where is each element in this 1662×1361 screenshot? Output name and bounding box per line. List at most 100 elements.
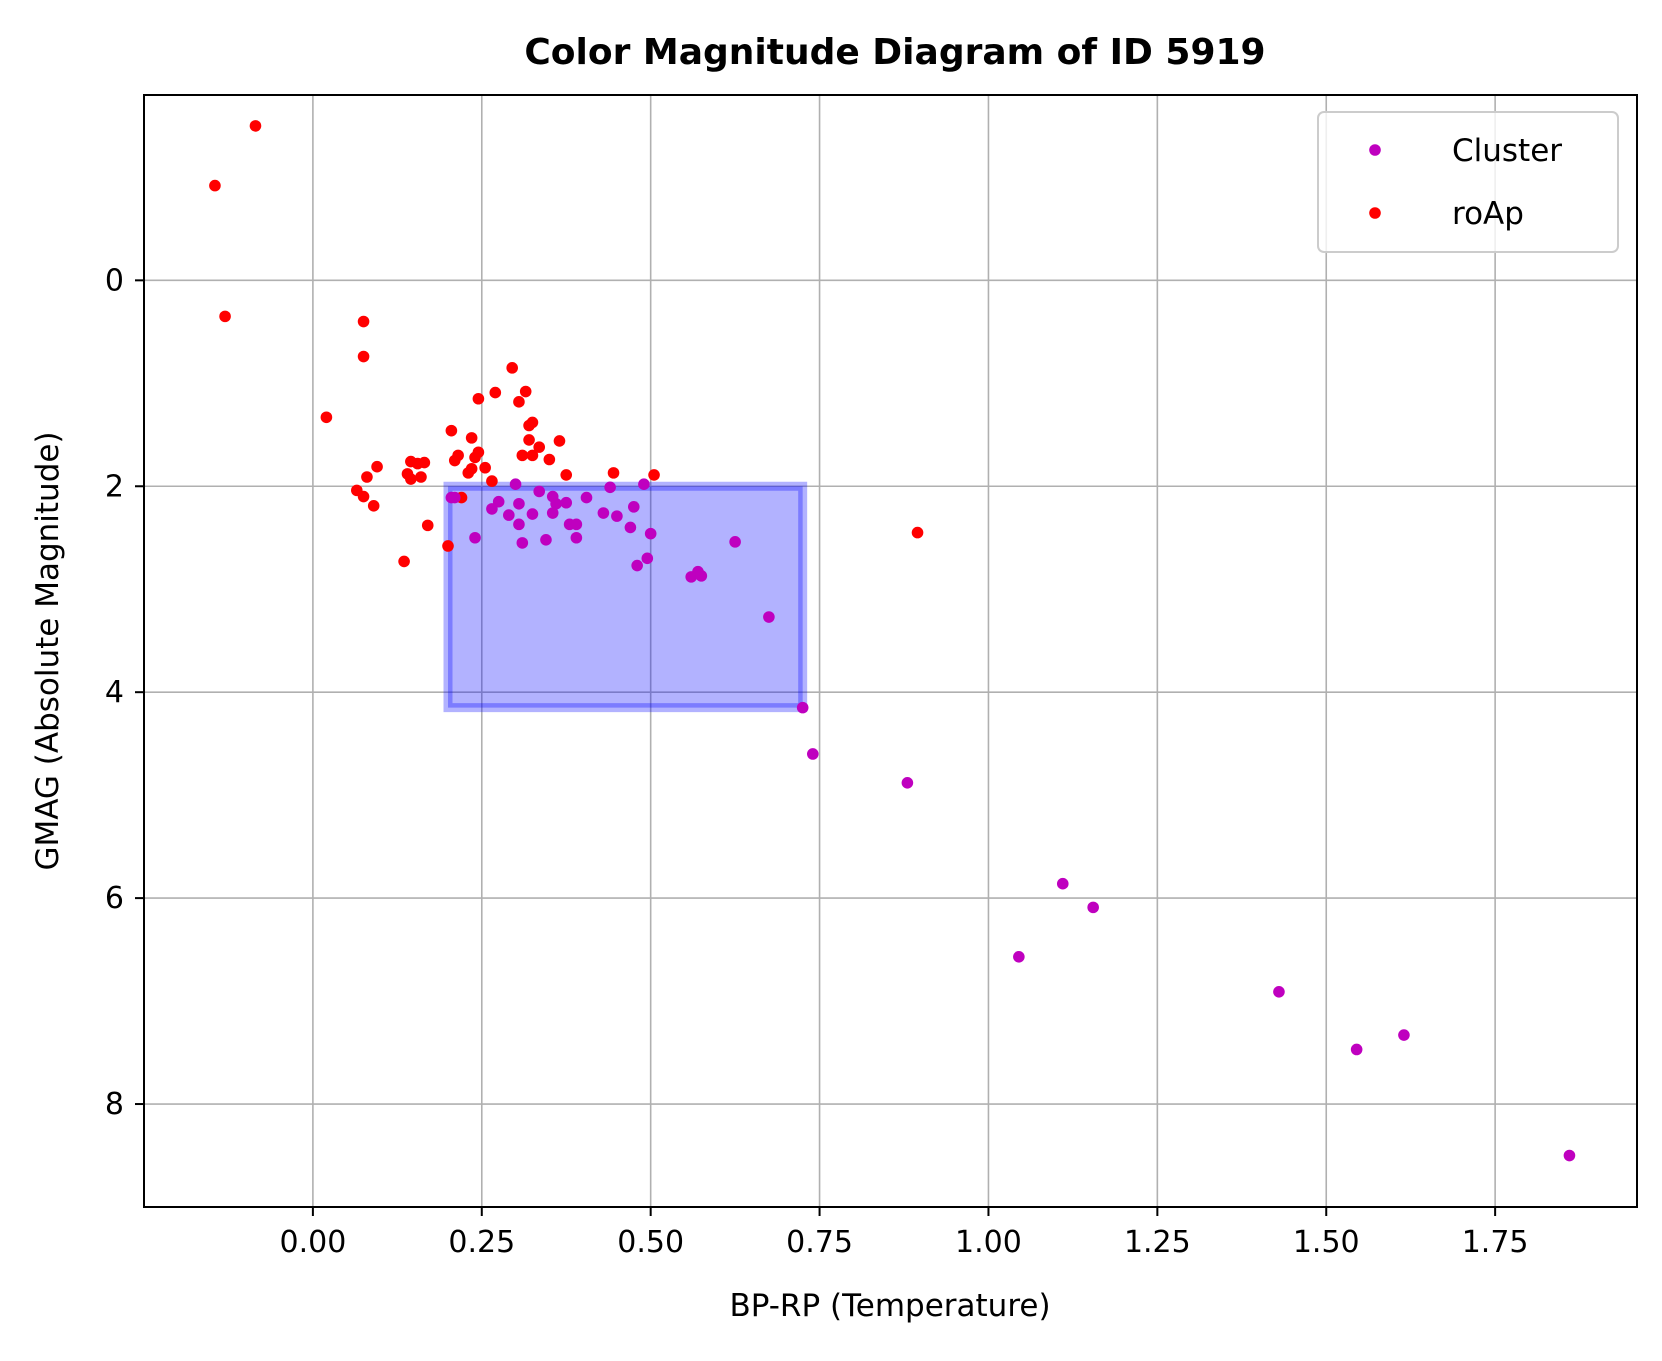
data-point-cluster: [627, 501, 640, 513]
data-points: [209, 120, 1576, 1162]
data-point-cluster: [763, 611, 775, 623]
data-point-roap: [911, 526, 924, 539]
x-tick-label: 0.50: [617, 1225, 684, 1260]
data-point-cluster: [1013, 951, 1025, 963]
x-tick-label: 0.75: [786, 1225, 853, 1260]
y-axis-ticks: 0 2 4 6 8: [105, 263, 144, 1122]
data-point-roap: [398, 555, 410, 568]
data-point-roap: [371, 460, 383, 473]
data-point-cluster: [1398, 1029, 1410, 1041]
data-point-cluster: [503, 509, 515, 521]
legend-marker-cluster: [1369, 144, 1381, 156]
data-point-cluster: [560, 496, 573, 509]
data-point-cluster: [1087, 901, 1099, 914]
plot-frame: [143, 94, 1638, 1208]
data-point-roap: [506, 362, 518, 374]
data-point-cluster: [644, 527, 657, 540]
data-point-cluster: [492, 495, 505, 508]
data-point-cluster: [509, 478, 522, 491]
data-point-cluster: [546, 507, 559, 519]
x-tick-label: 1.75: [1462, 1225, 1529, 1260]
data-point-roap: [219, 310, 231, 323]
data-point-cluster: [631, 559, 643, 572]
series-roap: [209, 120, 924, 568]
series-cluster: [445, 478, 1576, 1162]
data-point-roap: [465, 432, 478, 444]
data-point-roap: [516, 449, 529, 462]
data-point-cluster: [570, 531, 583, 544]
data-point-cluster: [526, 508, 539, 520]
data-point-cluster: [604, 481, 616, 494]
data-point-roap: [418, 456, 431, 469]
x-tick-label: 1.25: [1124, 1225, 1191, 1260]
data-point-roap: [523, 434, 535, 446]
x-tick-label: 1.50: [1293, 1225, 1360, 1260]
data-point-cluster: [638, 478, 650, 491]
data-point-cluster: [448, 491, 461, 504]
data-point-cluster: [641, 552, 654, 565]
data-point-cluster: [469, 531, 481, 544]
legend: Cluster roAp: [1317, 111, 1619, 253]
data-point-cluster: [695, 570, 708, 582]
chart-title: Color Magnitude Diagram of ID 5919: [524, 32, 1265, 73]
data-point-roap: [249, 120, 262, 132]
x-tick-label: 0.00: [279, 1225, 346, 1260]
data-point-roap: [533, 441, 546, 453]
data-point-roap: [526, 416, 539, 429]
data-point-roap: [519, 385, 532, 398]
data-point-roap: [560, 469, 573, 481]
x-axis-label: BP-RP (Temperature): [729, 1288, 1050, 1324]
data-point-roap: [415, 471, 427, 483]
data-point-roap: [526, 449, 539, 462]
data-point-cluster: [1056, 877, 1069, 890]
data-point-cluster: [729, 536, 741, 548]
y-axis-label: GMAG (Absolute Magnitude): [30, 431, 66, 870]
data-point-cluster: [796, 701, 809, 714]
data-point-roap: [367, 500, 380, 512]
data-point-cluster: [540, 534, 552, 546]
data-point-cluster: [513, 497, 525, 510]
grid: [144, 95, 1637, 1207]
highlight-region-layer: [443, 481, 808, 713]
data-point-cluster: [807, 748, 819, 760]
data-point-cluster: [533, 485, 546, 498]
data-point-roap: [465, 462, 478, 475]
x-tick-label: 1.00: [955, 1225, 1022, 1260]
x-tick-label: 0.25: [448, 1225, 515, 1260]
data-point-cluster: [624, 521, 637, 534]
data-point-cluster: [1273, 986, 1285, 998]
data-point-cluster: [570, 518, 583, 531]
data-point-roap: [553, 435, 566, 447]
data-point-roap: [442, 540, 454, 552]
data-point-roap: [513, 396, 525, 408]
data-point-roap: [405, 473, 417, 485]
legend-marker-roap: [1369, 207, 1381, 219]
data-point-roap: [361, 471, 373, 483]
data-point-roap: [452, 449, 464, 462]
y-tick-label: 2: [105, 469, 124, 504]
legend-box: [1317, 111, 1619, 253]
data-point-roap: [357, 490, 370, 503]
x-axis-ticks: 0.00 0.25 0.50 0.75 1.00 1.25 1.50 1.75: [279, 1207, 1529, 1260]
data-point-roap: [543, 453, 556, 466]
y-tick-label: 6: [105, 881, 124, 916]
data-point-roap: [607, 467, 620, 479]
data-point-roap: [479, 461, 491, 474]
y-tick-label: 0: [105, 263, 124, 298]
y-tick-label: 4: [105, 675, 124, 710]
highlight-region: [443, 481, 808, 713]
data-point-cluster: [1350, 1043, 1363, 1056]
data-point-roap: [472, 392, 485, 405]
data-point-roap: [357, 350, 370, 363]
data-point-cluster: [513, 518, 525, 531]
data-point-cluster: [611, 510, 623, 522]
legend-label-roap: roAp: [1452, 196, 1524, 232]
data-point-cluster: [901, 776, 914, 789]
data-point-cluster: [580, 491, 593, 504]
data-point-roap: [357, 315, 370, 328]
data-point-cluster: [550, 497, 562, 510]
y-tick-label: 8: [105, 1087, 124, 1122]
legend-label-cluster: Cluster: [1452, 133, 1562, 169]
data-point-roap: [472, 446, 485, 459]
